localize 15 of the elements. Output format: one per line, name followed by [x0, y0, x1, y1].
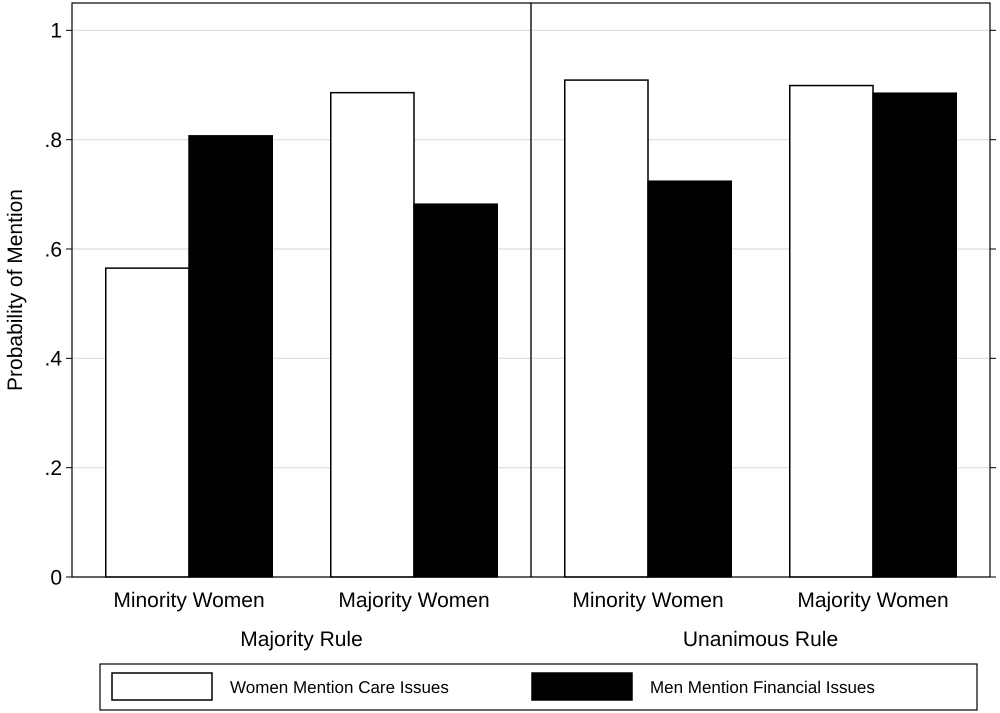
y-tick-label: .2	[44, 457, 62, 480]
x-tick-label: Majority Women	[797, 589, 949, 612]
y-tick-label: .6	[44, 238, 62, 262]
y-axis-title: Probability of Mention	[4, 189, 27, 391]
x-axis-title: Unanimous Rule	[682, 628, 838, 651]
x-axis-title: Majority Rule	[240, 628, 363, 651]
x-tick-label: Minority Women	[113, 589, 265, 612]
y-tick-label: .4	[44, 348, 62, 371]
x-tick-label: Minority Women	[572, 589, 724, 612]
y-tick-label: 0	[50, 566, 62, 590]
text: Men Mention Financial Issues	[650, 678, 875, 697]
y-tick-label: 1	[50, 20, 62, 43]
y-tick-label: .8	[44, 129, 62, 152]
x-tick-label: Majority Women	[338, 589, 490, 612]
text: Women Mention Care Issues	[230, 678, 449, 697]
